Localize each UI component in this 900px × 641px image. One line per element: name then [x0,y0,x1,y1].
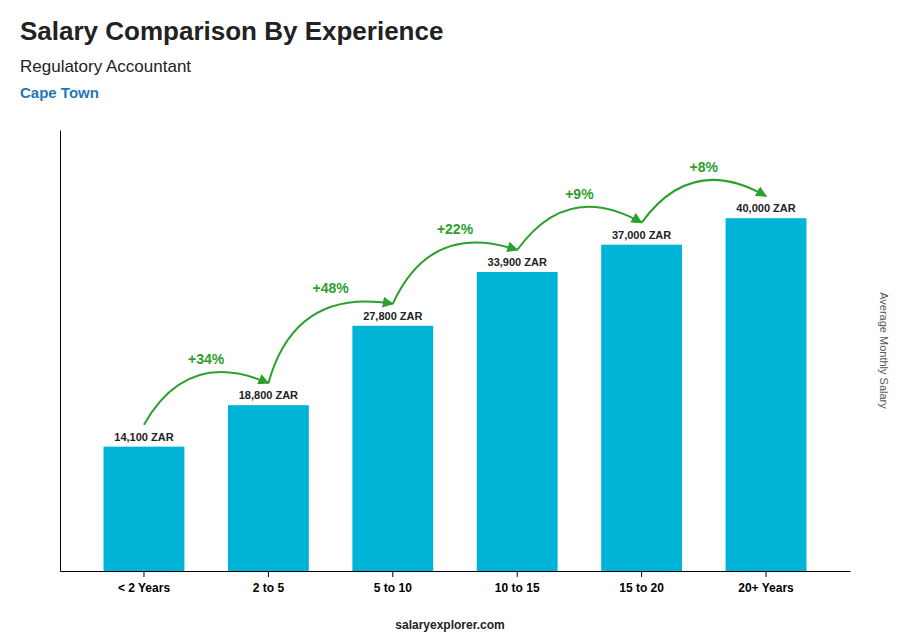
bar [104,447,185,571]
x-tick: 5 to 10 [374,571,412,595]
x-tick-label: 2 to 5 [253,581,285,595]
x-tick-mark [766,571,767,577]
data-label: 27,800 ZAR [363,310,422,322]
x-tick-mark [392,571,393,577]
x-tick-mark [268,571,269,577]
y-axis-label: Average Monthly Salary [878,292,890,409]
x-tick: 2 to 5 [253,571,285,595]
x-tick-mark [641,571,642,577]
x-tick: 15 to 20 [619,571,664,595]
growth-label: +9% [565,186,594,202]
plot-area: < 2 Years 2 to 5 5 to 10 10 to 15 15 to 20 20… [61,131,851,596]
bar [352,326,433,571]
data-label: 18,800 ZAR [239,389,298,401]
chart-container: Salary Comparison By Experience Regulator… [0,0,900,641]
growth-arrow [517,207,641,250]
title: Salary Comparison By Experience [20,16,443,46]
x-tick-label: < 2 Years [118,581,170,595]
x-axis-line [61,571,851,572]
data-label: 37,000 ZAR [612,229,671,241]
y-axis-line [60,131,61,572]
growth-label: +34% [188,351,225,367]
y-axis [60,131,61,572]
x-tick-label: 20+ Years [738,581,794,595]
growth-label: +22% [437,221,474,237]
bar [601,245,682,571]
growth-arrow [268,301,392,383]
growth-arrow [642,180,766,223]
subtitle: Cape Town [20,84,99,101]
data-labels: 14,100 ZAR 18,800 ZAR 27,800 ZAR 33,900 ZAR… [114,202,795,442]
x-tick-label: 10 to 15 [495,581,540,595]
data-label: 14,100 ZAR [114,431,173,443]
growth-label: +48% [312,280,349,296]
x-tick-label: 5 to 10 [374,581,412,595]
growth-label: +8% [690,159,719,175]
growth-arrow [393,242,517,303]
x-tick: < 2 Years [118,571,170,595]
bar [477,272,558,571]
chart-svg: Salary Comparison By Experience Regulator… [0,0,900,641]
bar [228,405,309,571]
footer: salaryexplorer.com [395,618,504,632]
bar [726,218,807,571]
bars [104,218,807,571]
x-tick-mark [517,571,518,577]
growth-arrow [144,372,268,425]
x-tick-mark [143,571,144,577]
x-tick: 10 to 15 [495,571,540,595]
data-label: 33,900 ZAR [488,256,547,268]
x-tick: 20+ Years [738,571,794,595]
data-label: 40,000 ZAR [736,202,795,214]
x-tick-label: 15 to 20 [619,581,664,595]
x-axis: < 2 Years 2 to 5 5 to 10 10 to 15 15 to 20 20… [61,571,851,595]
subtitle: Regulatory Accountant [20,57,191,76]
growth-arrows: +34% +48% +22% +9% +8% [144,159,766,425]
